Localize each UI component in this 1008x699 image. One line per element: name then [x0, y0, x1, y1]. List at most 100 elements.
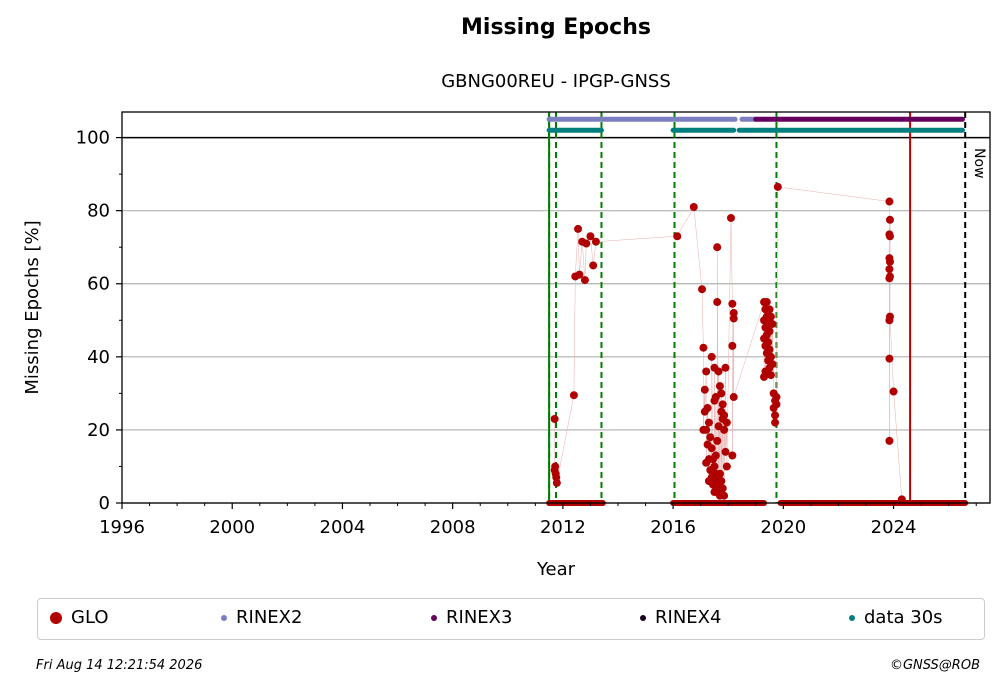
data-point	[717, 389, 726, 398]
data-point	[574, 224, 583, 233]
data-point	[720, 491, 729, 500]
x-tick-label: 2004	[320, 517, 366, 538]
legend-marker	[640, 614, 646, 621]
data-point	[885, 274, 894, 283]
x-tick-label: 2008	[430, 517, 476, 538]
y-tick-label: 20	[87, 420, 110, 441]
data-point	[760, 316, 769, 325]
data-point	[706, 433, 715, 442]
data-point	[580, 276, 589, 285]
data-point	[710, 488, 719, 497]
legend-marker	[221, 614, 227, 621]
data-point	[700, 385, 709, 394]
data-point	[698, 285, 707, 294]
data-point	[717, 407, 726, 416]
data-point	[721, 447, 730, 456]
x-axis-label: Year	[536, 559, 576, 580]
data-point	[897, 495, 906, 504]
data-point	[700, 407, 709, 416]
data-point	[713, 436, 722, 445]
copyright-notice: ©GNSS@ROB	[889, 658, 980, 673]
data-point	[728, 341, 737, 350]
data-point	[885, 257, 894, 266]
x-tick-label: 2020	[760, 517, 806, 538]
data-point	[885, 215, 894, 224]
y-tick-label: 100	[76, 128, 110, 149]
legend-item-rinex3: RINEX3	[431, 607, 512, 628]
data-point	[765, 305, 774, 314]
data-point	[722, 418, 731, 427]
data-point	[762, 298, 771, 307]
data-point	[699, 425, 708, 434]
data-point	[711, 451, 720, 460]
data-point	[768, 360, 777, 369]
chart-subtitle: GBNG00REU - IPGP-GNSS	[441, 71, 671, 92]
data-point	[722, 462, 731, 471]
data-point	[772, 400, 781, 409]
data-point	[721, 363, 730, 372]
data-point	[703, 440, 712, 449]
data-point	[772, 393, 781, 402]
x-tick-label: 2012	[540, 517, 586, 538]
data-point	[575, 270, 584, 279]
data-point	[586, 232, 595, 241]
data-point	[591, 237, 600, 246]
missing-epochs-chart: Now 0 20 40 60 80 100 1996 2000 2004 2008 2012 2016 2…	[22, 111, 991, 580]
data-point	[718, 484, 727, 493]
data-point	[720, 425, 729, 434]
data-point	[707, 352, 716, 361]
data-point	[765, 345, 774, 354]
legend-marker	[431, 614, 437, 621]
y-tick-label: 80	[87, 201, 110, 222]
data-point	[673, 232, 682, 241]
data-point	[771, 418, 780, 427]
data-point	[771, 411, 780, 420]
data-point	[699, 343, 708, 352]
legend-label: RINEX2	[236, 607, 303, 628]
data-point	[714, 367, 723, 376]
data-point	[761, 323, 770, 332]
data-point	[704, 418, 713, 427]
now-label: Now	[971, 148, 987, 179]
data-point	[889, 387, 898, 396]
data-point	[715, 469, 724, 478]
data-point	[552, 478, 561, 487]
data-point	[885, 354, 894, 363]
data-point	[885, 197, 894, 206]
data-point	[726, 213, 735, 222]
data-point	[589, 261, 598, 270]
data-point	[706, 466, 715, 475]
data-point	[766, 312, 775, 321]
data-point	[689, 203, 698, 212]
data-point	[710, 396, 719, 405]
legend-item-data-30s: data 30s	[849, 607, 943, 628]
data-point	[885, 265, 894, 274]
x-tick-label: 1996	[99, 517, 145, 538]
legend-label: GLO	[71, 607, 109, 628]
legend-label: RINEX4	[655, 607, 722, 628]
chart-legend: GLO RINEX2 RINEX3 RINEX4 data 30s	[37, 598, 985, 640]
data-point	[766, 352, 775, 361]
data-point	[702, 458, 711, 467]
data-point	[582, 239, 591, 248]
chart-title: Missing Epochs	[461, 15, 651, 40]
data-point	[550, 466, 559, 475]
data-point	[764, 338, 773, 347]
y-tick-label: 0	[99, 493, 110, 514]
data-point	[885, 436, 894, 445]
data-point	[718, 400, 727, 409]
data-point	[717, 477, 726, 486]
data-point	[885, 316, 894, 325]
y-axis-label: Missing Epochs [%]	[22, 220, 43, 394]
data-point	[728, 299, 737, 308]
data-point	[569, 391, 578, 400]
y-tick-label: 40	[87, 347, 110, 368]
data-point	[715, 382, 724, 391]
data-point	[729, 314, 738, 323]
data-point	[762, 330, 771, 339]
data-point	[702, 367, 711, 376]
data-point	[713, 298, 722, 307]
legend-marker	[849, 614, 855, 621]
data-point	[760, 372, 769, 381]
data-point	[704, 477, 713, 486]
